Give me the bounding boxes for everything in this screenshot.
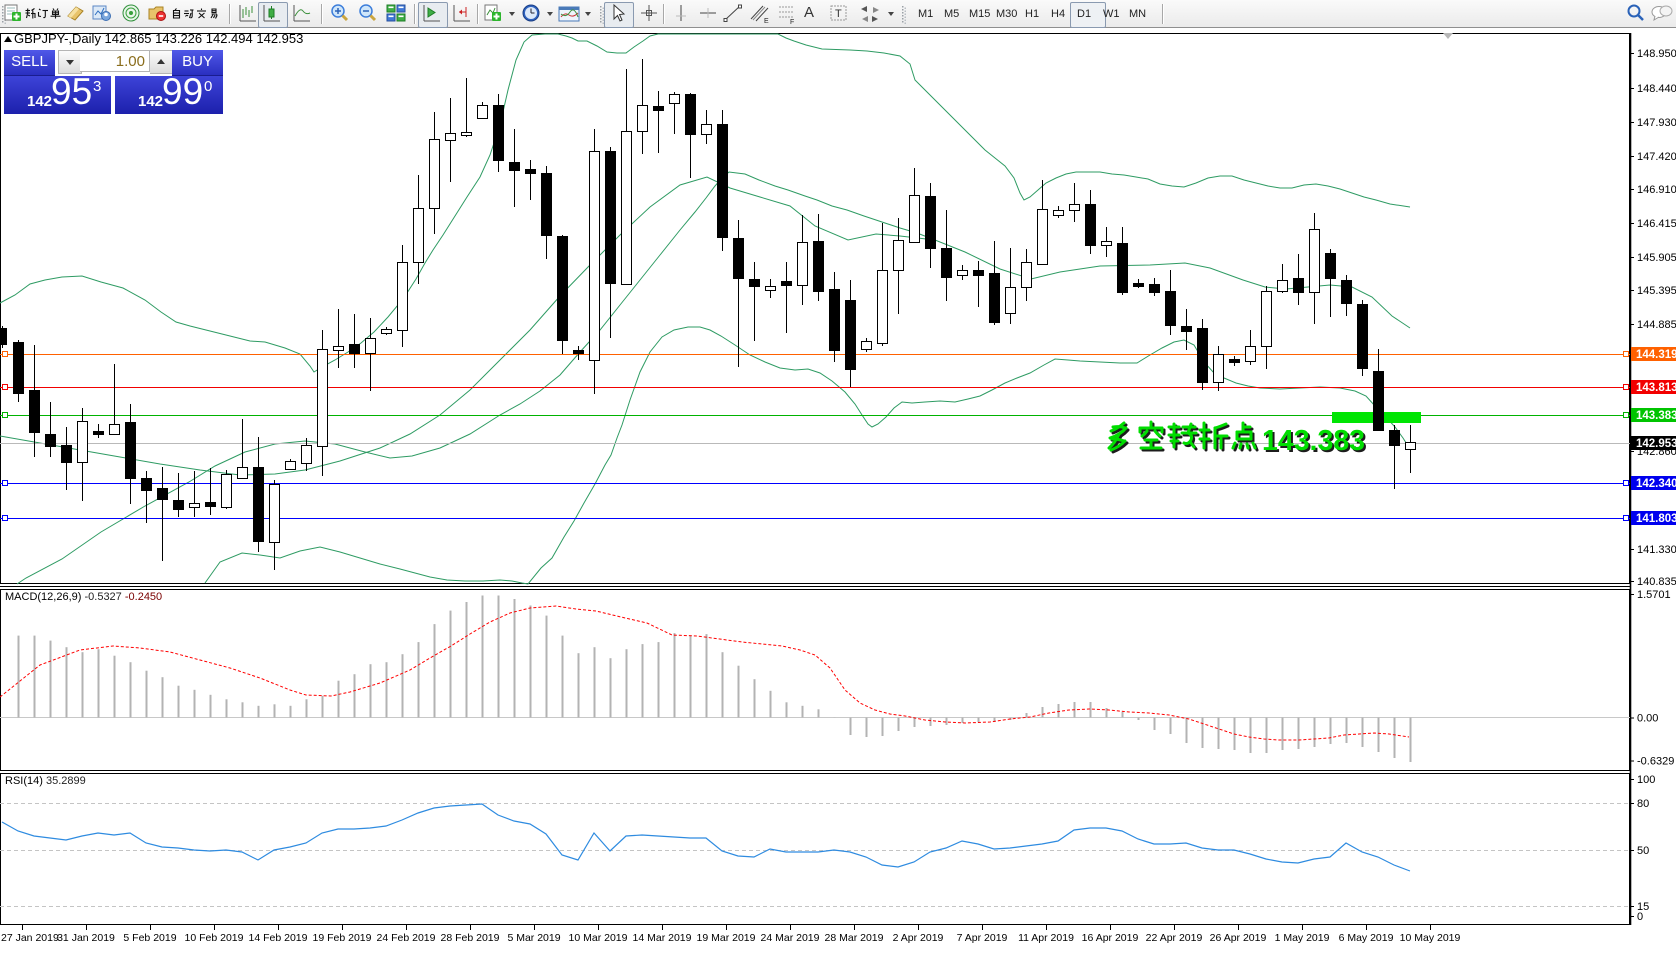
svg-text:50: 50 <box>1637 845 1649 857</box>
svg-text:144.885: 144.885 <box>1637 319 1676 331</box>
svg-text:143.813: 143.813 <box>1636 382 1676 394</box>
svg-text:100: 100 <box>1637 774 1655 786</box>
svg-text:145.395: 145.395 <box>1637 285 1676 297</box>
svg-text:26 Apr 2019: 26 Apr 2019 <box>1210 932 1267 944</box>
svg-text:7 Apr 2019: 7 Apr 2019 <box>957 932 1008 944</box>
svg-text:24 Mar 2019: 24 Mar 2019 <box>761 932 820 944</box>
svg-text:140.835: 140.835 <box>1637 576 1676 588</box>
svg-text:143.383: 143.383 <box>1264 427 1367 459</box>
svg-text:MACD(12,26,9) -0.5327 -0.2450: MACD(12,26,9) -0.5327 -0.2450 <box>5 591 162 603</box>
svg-text:148.440: 148.440 <box>1637 83 1676 95</box>
svg-text:28 Feb 2019: 28 Feb 2019 <box>441 932 500 944</box>
svg-text:145.905: 145.905 <box>1637 252 1676 264</box>
svg-text:141.330: 141.330 <box>1637 544 1676 556</box>
svg-text:146.415: 146.415 <box>1637 218 1676 230</box>
svg-text:19 Mar 2019: 19 Mar 2019 <box>697 932 756 944</box>
svg-text:RSI(14) 35.2899: RSI(14) 35.2899 <box>5 775 86 787</box>
svg-text:28 Mar 2019: 28 Mar 2019 <box>825 932 884 944</box>
svg-text:141.803: 141.803 <box>1636 513 1676 525</box>
svg-text:10 Feb 2019: 10 Feb 2019 <box>185 932 244 944</box>
svg-text:6 May 2019: 6 May 2019 <box>1339 932 1394 944</box>
svg-text:143.383: 143.383 <box>1636 410 1676 422</box>
svg-text:2 Apr 2019: 2 Apr 2019 <box>893 932 944 944</box>
svg-text:31 Jan 2019: 31 Jan 2019 <box>57 932 115 944</box>
svg-text:1.5701: 1.5701 <box>1637 589 1671 601</box>
svg-text:14 Feb 2019: 14 Feb 2019 <box>249 932 308 944</box>
svg-text:0.00: 0.00 <box>1637 713 1658 725</box>
svg-text:24 Feb 2019: 24 Feb 2019 <box>377 932 436 944</box>
svg-text:5 Feb 2019: 5 Feb 2019 <box>123 932 176 944</box>
svg-text:80: 80 <box>1637 798 1649 810</box>
svg-text:146.910: 146.910 <box>1637 184 1676 196</box>
svg-text:-0.6329: -0.6329 <box>1637 756 1674 768</box>
svg-text:19 Feb 2019: 19 Feb 2019 <box>313 932 372 944</box>
svg-text:16 Apr 2019: 16 Apr 2019 <box>1082 932 1139 944</box>
svg-text:147.930: 147.930 <box>1637 117 1676 129</box>
svg-text:144.319: 144.319 <box>1636 349 1676 361</box>
svg-text:11 Apr 2019: 11 Apr 2019 <box>1018 932 1074 944</box>
svg-text:142.953: 142.953 <box>1636 438 1676 450</box>
svg-text:147.420: 147.420 <box>1637 151 1676 163</box>
svg-text:143.383: 143.383 <box>1262 425 1365 457</box>
svg-text:E: E <box>764 18 769 25</box>
svg-text:27 Jan 2019: 27 Jan 2019 <box>1 932 59 944</box>
svg-text:148.950: 148.950 <box>1637 48 1676 60</box>
svg-text:142.340: 142.340 <box>1636 478 1676 490</box>
svg-text:22 Apr 2019: 22 Apr 2019 <box>1146 932 1203 944</box>
svg-text:15: 15 <box>1637 901 1649 913</box>
svg-text:1 May 2019: 1 May 2019 <box>1275 932 1330 944</box>
svg-text:5 Mar 2019: 5 Mar 2019 <box>507 932 560 944</box>
svg-text:0: 0 <box>1637 911 1643 923</box>
svg-text:GBPJPY-,Daily 142.865 143.226: GBPJPY-,Daily 142.865 143.226 142.494 14… <box>14 31 303 46</box>
svg-text:10 May 2019: 10 May 2019 <box>1400 932 1461 944</box>
svg-text:T: T <box>835 8 842 20</box>
svg-text:14 Mar 2019: 14 Mar 2019 <box>633 932 692 944</box>
svg-text:10 Mar 2019: 10 Mar 2019 <box>569 932 628 944</box>
svg-text:F: F <box>790 19 794 25</box>
